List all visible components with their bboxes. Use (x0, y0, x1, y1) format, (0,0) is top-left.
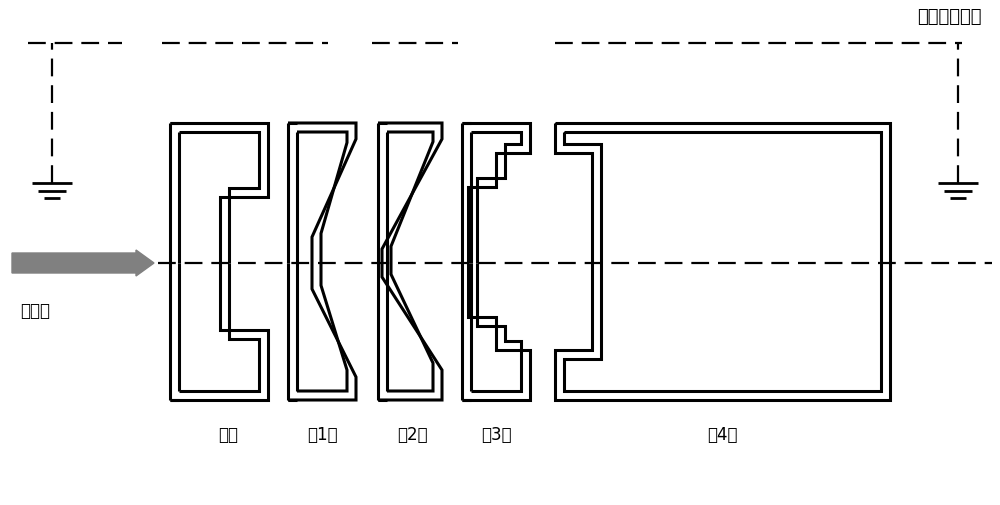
Text: 管壳: 管壳 (218, 426, 238, 444)
Text: 第4级: 第4级 (707, 426, 737, 444)
Text: 电子注: 电子注 (20, 302, 50, 320)
Text: 第2级: 第2级 (397, 426, 427, 444)
Text: 电压可调电源: 电压可调电源 (918, 8, 982, 26)
Text: 第3级: 第3级 (481, 426, 511, 444)
FancyArrow shape (12, 250, 154, 276)
Text: 第1级: 第1级 (307, 426, 337, 444)
